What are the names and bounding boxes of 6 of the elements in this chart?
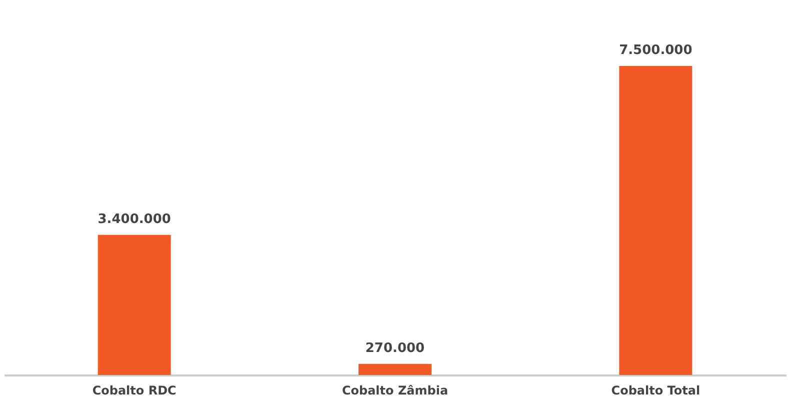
x-tick-label: Cobalto RDC <box>92 384 177 398</box>
data-label: 7.500.000 <box>619 43 692 58</box>
data-label: 270.000 <box>365 340 425 356</box>
x-tick-label: Cobalto Zâmbia <box>342 384 448 398</box>
data-label: 3.400.000 <box>98 212 171 227</box>
x-tick-label: Cobalto Total <box>611 384 700 398</box>
